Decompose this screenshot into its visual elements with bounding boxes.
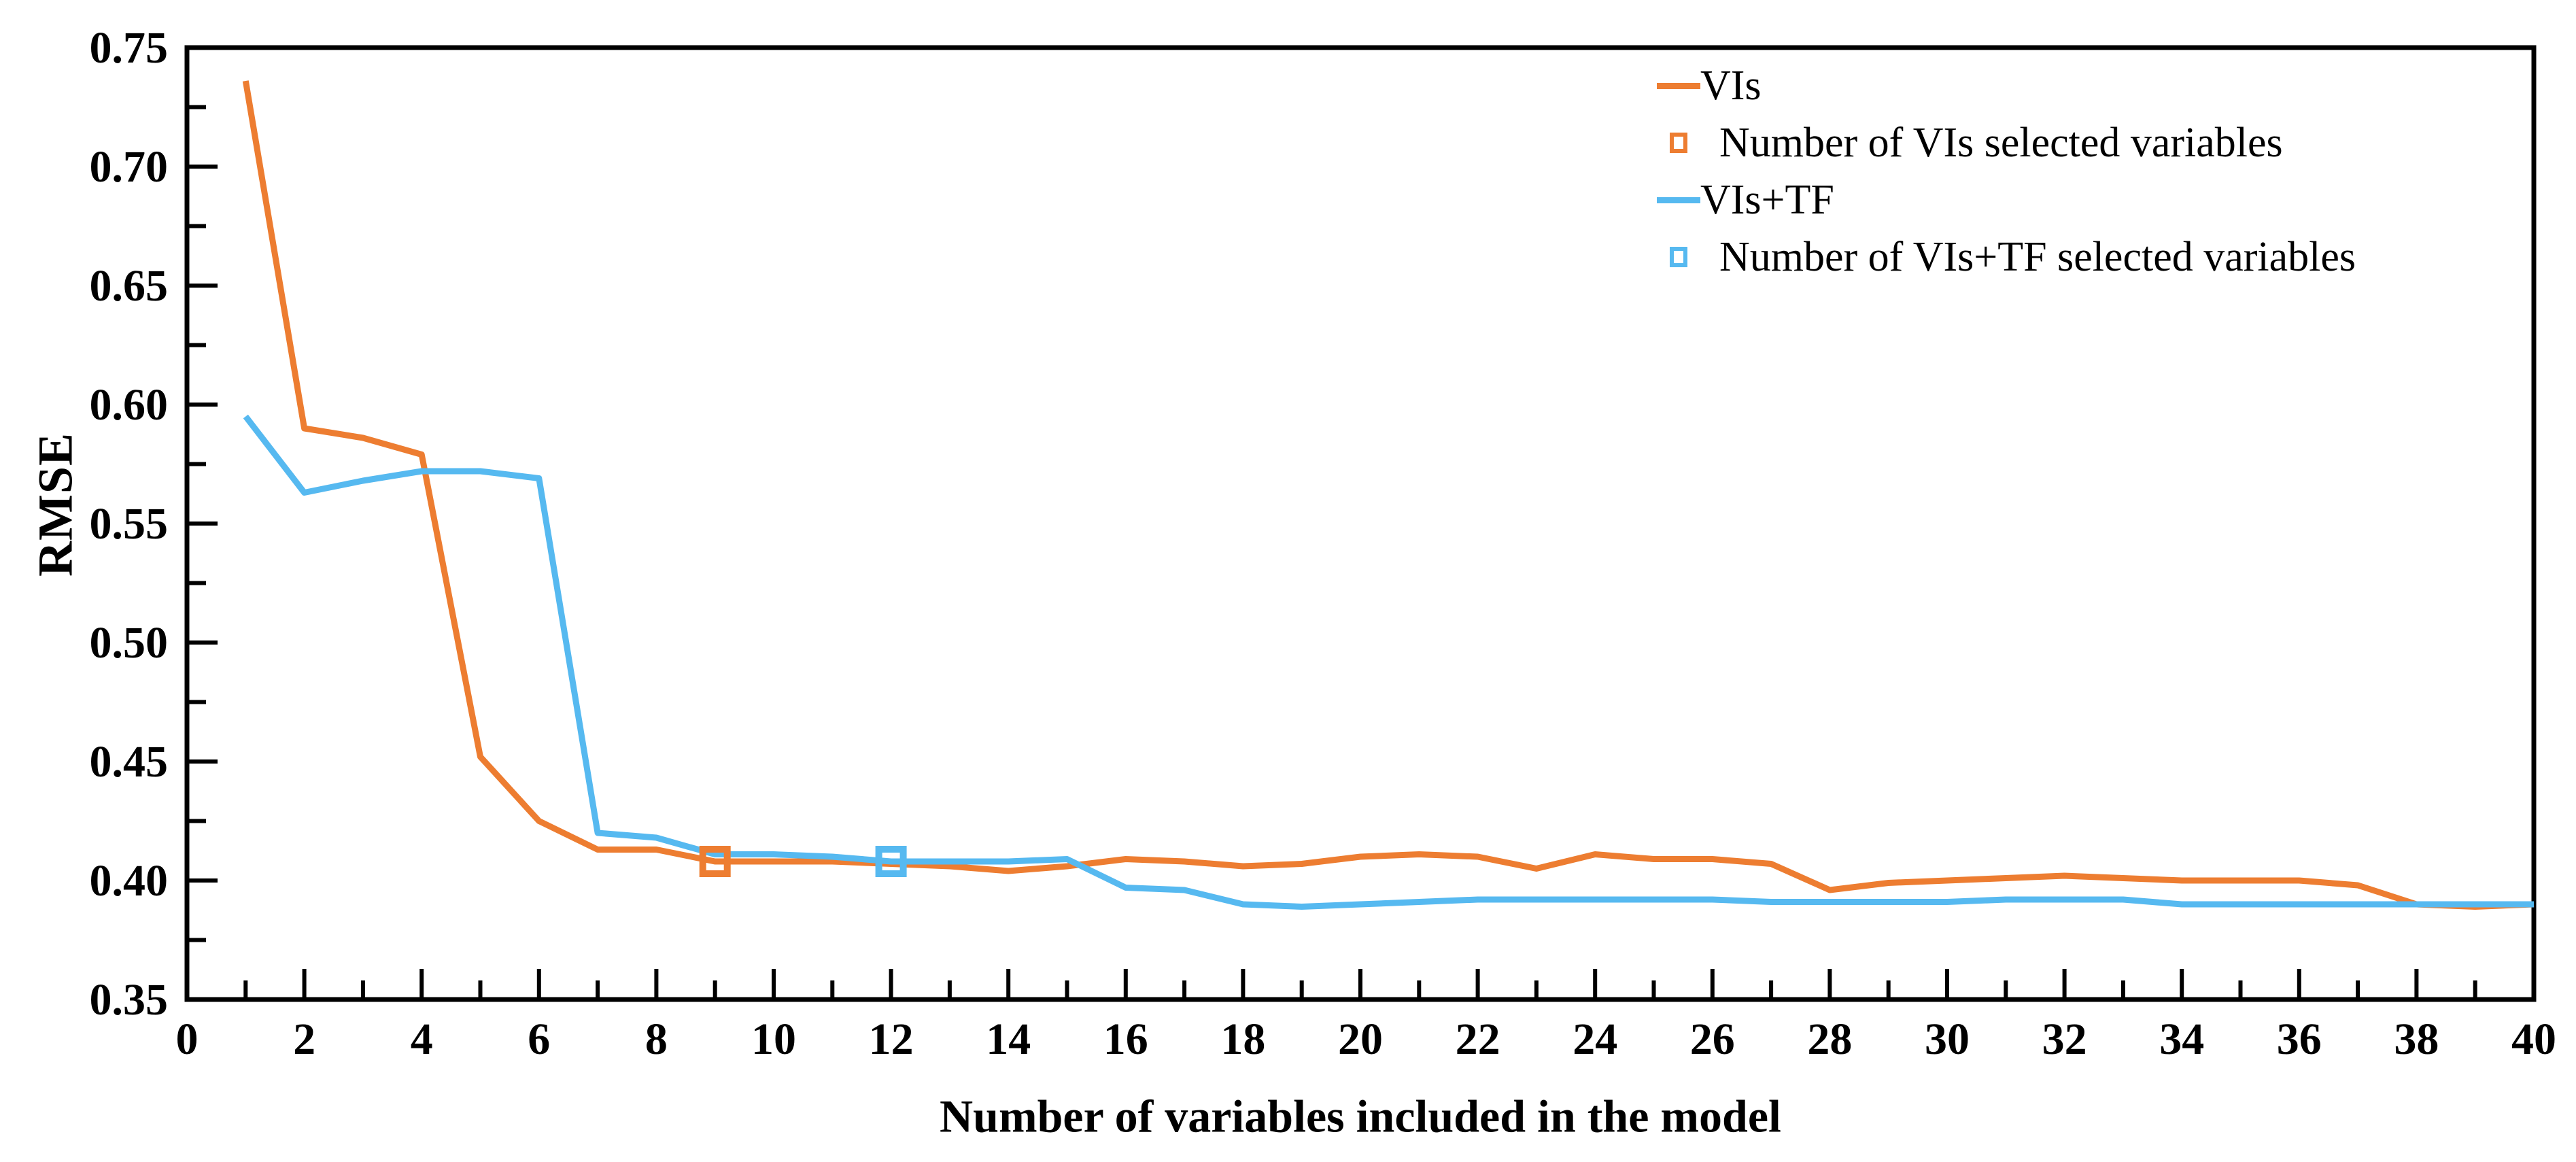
svg-text:2: 2 [293,1014,315,1064]
svg-text:0: 0 [176,1014,199,1064]
series-line-vistf [243,414,2534,910]
svg-text:36: 36 [2277,1014,2322,1064]
svg-text:18: 18 [1220,1014,1265,1064]
svg-text:0.45: 0.45 [90,737,169,787]
x-tick-labels: 0 2 4 6 8 10 12 14 16 18 20 22 24 26 28 30 32 34 36 38 40 [176,1014,2557,1064]
legend-item-vis-marker: Number of VIs selected variables [1657,114,2356,171]
svg-text:34: 34 [2159,1014,2204,1064]
legend-label-vistf: VIs+TF [1700,177,1834,223]
svg-text:20: 20 [1338,1014,1383,1064]
y-tick-labels: 0.35 0.40 0.45 0.50 0.55 0.60 0.65 0.70 0.75 [90,23,169,1025]
svg-text:0.50: 0.50 [90,618,169,668]
selected-variables-marker-vis [699,846,731,877]
legend-item-vistf: VIs+TF [1657,171,2356,228]
legend-item-vistf-marker: Number of VIs+TF selected variables [1657,228,2356,286]
x-axis-title: Number of variables included in the mode… [940,1090,1781,1142]
series-line-vis [242,80,2535,910]
svg-text:0.75: 0.75 [90,23,169,73]
vistf-marker-swatch-wrap [1657,247,1700,267]
svg-text:0.35: 0.35 [90,975,169,1025]
vis-marker-swatch-wrap [1657,133,1700,153]
x-ticks [243,969,2477,997]
svg-text:0.70: 0.70 [90,142,169,192]
legend-item-vis: VIs [1657,57,2356,114]
svg-text:26: 26 [1690,1014,1735,1064]
legend-label-vistf-marker: Number of VIs+TF selected variables [1719,234,2356,280]
plot-frame [184,45,2537,1002]
svg-text:16: 16 [1103,1014,1148,1064]
legend-label-vis: VIs [1700,63,1762,109]
svg-text:6: 6 [528,1014,550,1064]
svg-text:24: 24 [1573,1014,1617,1064]
svg-text:22: 22 [1456,1014,1500,1064]
svg-text:8: 8 [645,1014,668,1064]
svg-text:10: 10 [751,1014,796,1064]
svg-text:0.55: 0.55 [90,499,169,549]
vis-marker-swatch [1670,133,1687,153]
svg-text:40: 40 [2511,1014,2556,1064]
svg-text:12: 12 [869,1014,914,1064]
svg-text:4: 4 [411,1014,433,1064]
svg-text:0.60: 0.60 [90,380,169,430]
svg-text:28: 28 [1807,1014,1852,1064]
svg-text:30: 30 [1925,1014,1970,1064]
svg-text:0.40: 0.40 [90,856,169,906]
y-axis-title: RMSE [28,432,83,577]
svg-text:0.65: 0.65 [90,261,169,311]
svg-text:38: 38 [2394,1014,2439,1064]
legend: VIs Number of VIs selected variables VIs… [1657,57,2356,286]
legend-label-vis-marker: Number of VIs selected variables [1719,120,2283,166]
svg-text:14: 14 [986,1014,1031,1064]
vistf-marker-swatch [1670,247,1687,267]
y-ticks [189,105,218,942]
svg-text:32: 32 [2042,1014,2087,1064]
vis-line-swatch [1657,82,1700,89]
selected-variables-marker-vistf [875,846,907,877]
vistf-line-swatch [1657,196,1700,203]
